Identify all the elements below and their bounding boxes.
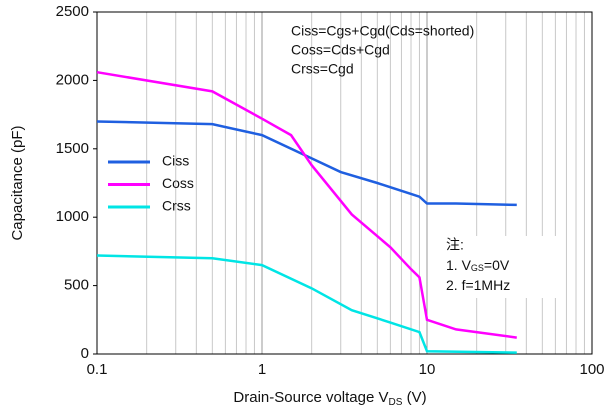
legend-label: Crss bbox=[162, 198, 191, 214]
y-tick-label: 500 bbox=[64, 277, 89, 294]
plot-frame bbox=[96, 11, 593, 355]
notes-title: 注: bbox=[446, 237, 464, 253]
annotation: Coss=Cds+Cgd bbox=[291, 42, 390, 58]
series-line bbox=[96, 254, 517, 354]
notes-box bbox=[436, 236, 556, 298]
y-tick-label: 1000 bbox=[56, 208, 89, 225]
series-line bbox=[96, 120, 517, 207]
note: 2. f=1MHz bbox=[446, 277, 510, 293]
annotation: Ciss=Cgs+Cgd(Cds=shorted) bbox=[291, 23, 474, 39]
note: 1. VGS=0V bbox=[446, 257, 510, 274]
y-tick-label: 2500 bbox=[56, 3, 89, 20]
x-axis-label: Drain-Source voltage VDS (V) bbox=[233, 389, 426, 408]
x-tick-label: 10 bbox=[419, 361, 436, 378]
x-tick-label: 1 bbox=[258, 361, 266, 378]
series-line bbox=[96, 70, 517, 339]
x-axis-label-text: Drain-Source voltage V bbox=[233, 389, 388, 406]
y-axis-label: Capacitance (pF) bbox=[9, 125, 26, 240]
y-tick-label: 0 bbox=[81, 345, 89, 362]
note-text: 2. f=1MHz bbox=[446, 277, 510, 293]
note-suffix: =0V bbox=[484, 257, 510, 273]
x-axis-label-sub: DS bbox=[389, 397, 403, 408]
note-sub: GS bbox=[471, 263, 484, 273]
y-tick-label: 2000 bbox=[56, 71, 89, 88]
y-tick-label: 1500 bbox=[56, 140, 89, 157]
x-tick-label: 0.1 bbox=[87, 361, 108, 378]
annotation: Crss=Cgd bbox=[291, 61, 354, 77]
x-axis-label-suffix: (V) bbox=[402, 389, 426, 406]
note-text: 1. V bbox=[446, 257, 472, 273]
legend-label: Ciss bbox=[162, 153, 189, 169]
x-tick-label: 100 bbox=[579, 361, 604, 378]
legend-label: Coss bbox=[162, 175, 194, 191]
